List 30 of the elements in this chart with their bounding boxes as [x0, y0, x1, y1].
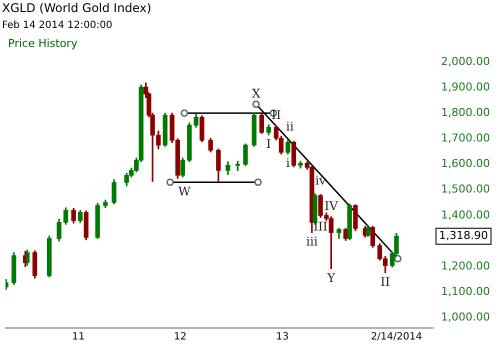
y-tick-label: 1,000.00 — [441, 310, 490, 324]
annotation: III — [313, 220, 328, 234]
y-tick-label: 1,900.00 — [441, 80, 490, 94]
text: 1,318.90 — [439, 229, 488, 242]
annotation: iv — [315, 174, 326, 188]
x-tick-label: 12 — [174, 332, 187, 343]
x-tick-label: 2/14/2014 — [370, 332, 422, 343]
y-tick-label: 1,600.00 — [441, 157, 490, 170]
y-tick-label: 2,000.00 — [441, 54, 490, 68]
x-tick-label: 11 — [72, 332, 85, 343]
x-tick-label: 13 — [276, 332, 289, 343]
annotation: ii — [286, 119, 294, 134]
y-tick-label: 1,400.00 — [441, 208, 490, 222]
annotation: X — [252, 86, 261, 100]
annotation: W — [178, 184, 192, 198]
y-tick-label: 1,200.00 — [441, 259, 490, 272]
y-tick-label: 1,700.00 — [441, 132, 490, 145]
annotation: iii — [306, 234, 318, 249]
annotation: I — [266, 137, 272, 152]
annotation: IV — [324, 198, 338, 213]
annotation: Y — [326, 270, 336, 285]
chart-title: XGLD (World Gold Index) — [2, 1, 152, 15]
annotation: II — [271, 108, 282, 122]
y-tick-label: 1,500.00 — [441, 182, 490, 196]
annotation: II — [380, 274, 390, 289]
legend-title: Price History — [8, 37, 78, 50]
y-tick-label: 1,800.00 — [441, 106, 490, 120]
annotation: i — [286, 156, 290, 170]
y-tick-label: 1,100.00 — [441, 285, 490, 298]
chart-subtitle: Feb 14 2014 12:00:00 — [2, 20, 112, 31]
